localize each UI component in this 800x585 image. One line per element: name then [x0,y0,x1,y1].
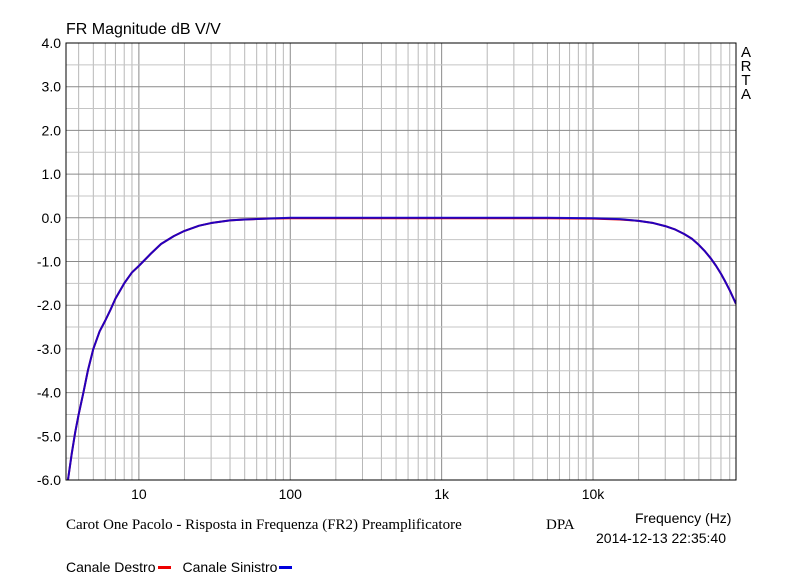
x-tick-label: 10k [582,486,606,502]
caption-text: Carot One Pacolo - Risposta in Frequenza… [66,517,462,533]
y-tick-label: -4.0 [37,385,61,401]
legend-label-sinistro: Canale Sinistro [182,559,278,575]
legend-swatch-destro [157,565,171,569]
x-tick-label: 10 [131,486,147,502]
legend-swatch-sinistro [279,565,293,569]
brand-letter: R [741,58,752,75]
timestamp: 2014-12-13 22:35:40 [596,530,726,546]
axis-labels: 4.0 3.0 2.0 1.0 0.0 -1.0 -2.0 -3.0 -4.0 -5.0 -6.0 1… [37,35,752,502]
y-tick-label: 2.0 [42,122,62,138]
y-tick-label: 4.0 [42,35,62,51]
brand-letter: A [741,86,751,103]
series-layer [66,216,736,480]
caption-tag: DPA [546,517,575,533]
y-tick-label: 0.0 [42,210,62,226]
legend: Canale Destro Canale Sinistro [66,559,293,575]
brand-letter: T [741,72,750,89]
y-tick-label: -3.0 [37,341,61,357]
x-axis-label: Frequency (Hz) [635,510,732,526]
y-tick-label: 3.0 [42,79,62,95]
y-tick-label: -6.0 [37,472,61,488]
x-tick-label: 1k [434,486,450,502]
y-tick-label: -2.0 [37,297,61,313]
plot-frame [65,42,737,481]
y-tick-label: -1.0 [37,254,61,270]
series-line-canale-sinistro [66,216,736,480]
y-tick-label: 1.0 [42,166,62,182]
brand-letter: A [741,44,751,61]
x-tick-label: 100 [279,486,303,502]
y-tick-label: -5.0 [37,428,61,444]
grid-lines [66,42,736,481]
legend-label-destro: Canale Destro [66,559,156,575]
chart-title: FR Magnitude dB V/V [66,21,221,38]
